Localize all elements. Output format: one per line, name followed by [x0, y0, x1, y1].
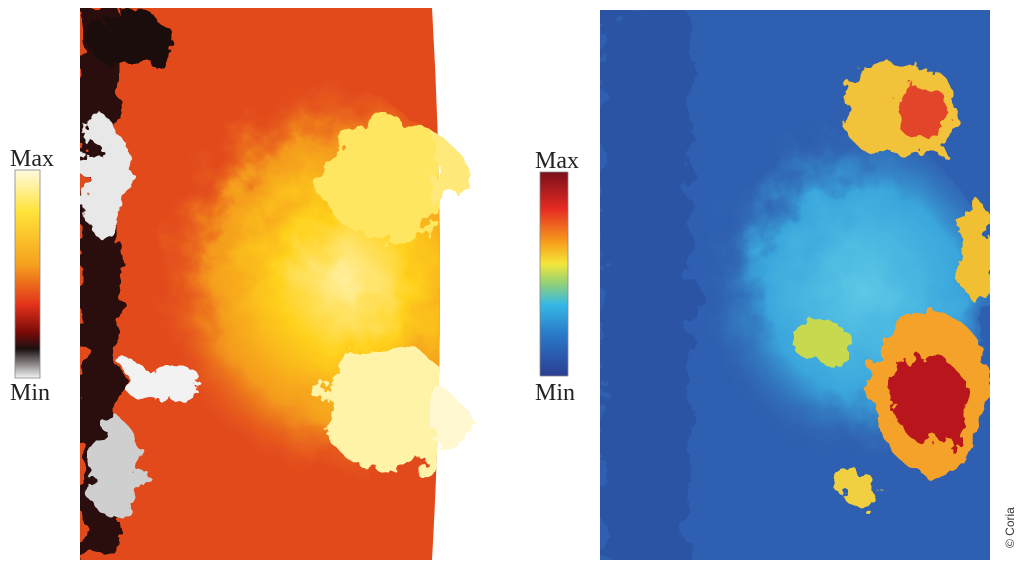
mixture-field — [600, 10, 995, 560]
colorbar — [15, 170, 40, 378]
colorbar-min-label: Min — [10, 380, 50, 406]
colorbar-max-label: Max — [535, 148, 579, 174]
colorbar-max-label: Max — [10, 146, 54, 172]
temperature-field — [80, 8, 490, 560]
colorbar — [540, 172, 568, 376]
figure: Max Min Max Min © Coria — [0, 0, 1025, 563]
credit: © Coria — [1003, 507, 1017, 548]
colorbar-min-label: Min — [535, 380, 575, 406]
